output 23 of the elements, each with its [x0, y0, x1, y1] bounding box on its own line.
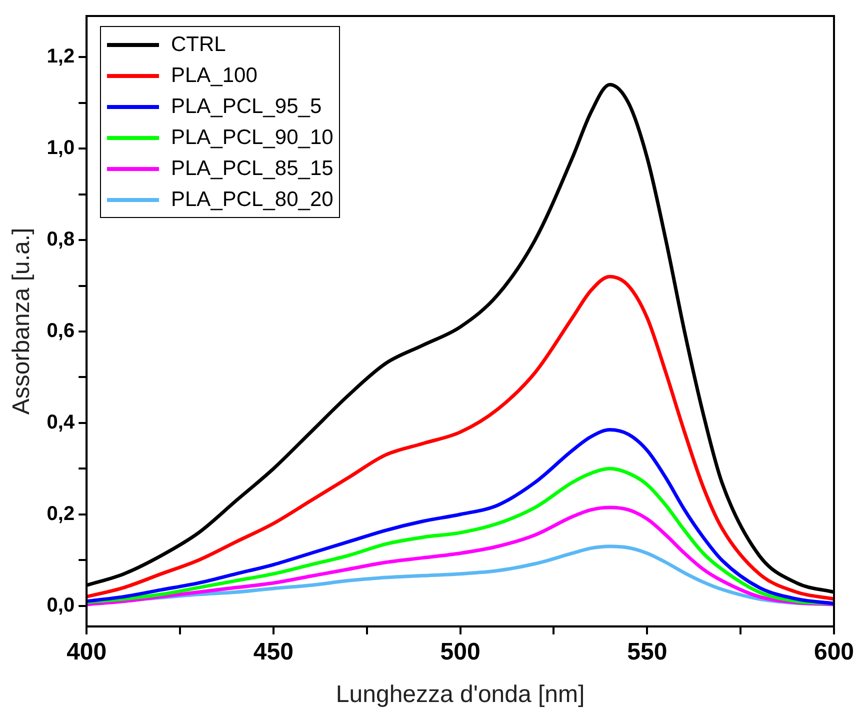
legend-label: CTRL [171, 32, 226, 56]
legend-label: PLA_PCL_90_10 [171, 126, 334, 150]
x-tick-label: 500 [440, 638, 480, 666]
x-tick-label: 450 [253, 638, 294, 666]
x-axis-title: Lunghezza d'onda [nm] [336, 681, 585, 708]
y-tick-label: 1,0 [46, 137, 75, 160]
line-series [86, 428, 834, 606]
y-tick-label: 0,0 [46, 594, 75, 616]
y-tick-label: 0,8 [46, 228, 75, 251]
legend-label: PLA_PCL_95_5 [171, 94, 322, 118]
y-tick-label: 0,6 [46, 320, 75, 342]
y-tick-label: 0,2 [46, 502, 75, 525]
y-axis-title: Assorbanza [u.a.] [8, 228, 36, 415]
x-tick-label: 600 [814, 638, 854, 666]
legend-label: PLA_100 [171, 64, 258, 88]
legend-label: PLA_PCL_80_20 [171, 188, 334, 212]
x-tick-label: 550 [627, 638, 668, 666]
line-series [86, 274, 834, 601]
y-tick-label: 0,4 [46, 411, 76, 434]
x-tick-label: 400 [66, 638, 107, 666]
legend-label: PLA_PCL_85_15 [171, 156, 334, 180]
y-tick-label: 1,2 [46, 46, 75, 68]
line-series [86, 506, 834, 606]
